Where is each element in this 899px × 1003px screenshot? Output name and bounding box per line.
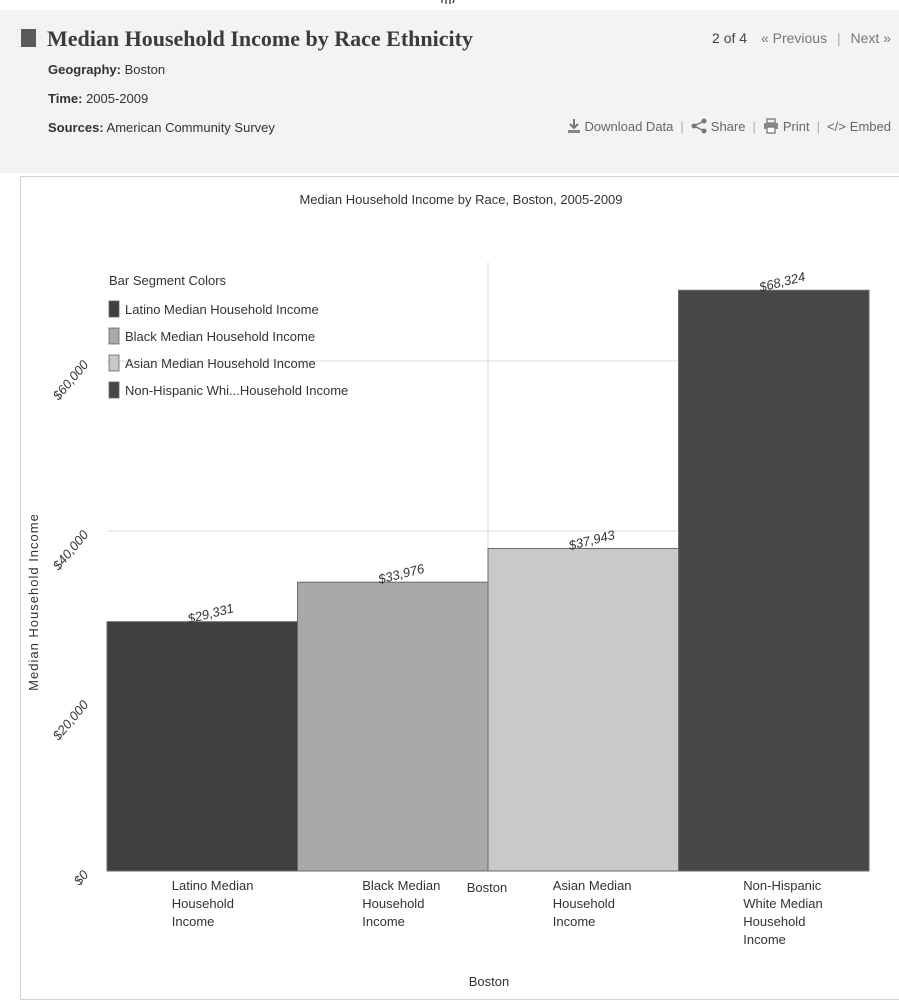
sources-label: Sources: (48, 120, 104, 135)
page-header: Median Household Income by Race Ethnicit… (0, 0, 899, 173)
x-tick-label: Household (362, 896, 424, 911)
action-divider: | (680, 118, 684, 134)
embed-button[interactable]: </> Embed (827, 119, 891, 134)
x-tick-label: Household (553, 896, 615, 911)
y-tick-label: $20,000 (49, 697, 92, 744)
legend-swatch (108, 381, 120, 399)
time-value: 2005-2009 (86, 91, 149, 106)
x-axis-title: Boston (469, 974, 509, 989)
x-tick-label: Non-Hispanic (743, 878, 822, 893)
bar[interactable] (678, 289, 870, 872)
bar[interactable] (297, 581, 489, 872)
pager-divider: | (837, 30, 841, 46)
page-title: Median Household Income by Race Ethnicit… (47, 26, 473, 51)
geography-line: Geography: Boston (48, 62, 165, 77)
print-button[interactable]: Print (763, 118, 810, 134)
legend-title: Bar Segment Colors (109, 273, 227, 288)
bar[interactable] (487, 547, 679, 872)
x-tick-label: Latino Median (172, 878, 254, 893)
legend: Bar Segment Colors Latino Median Househol… (108, 273, 348, 399)
x-tick-label: Asian Median (553, 878, 632, 893)
time-label: Time: (48, 91, 83, 106)
sources-line: Sources: American Community Survey (48, 120, 275, 135)
print-icon (763, 118, 778, 134)
group-label: Boston (467, 880, 507, 895)
bars-layer: $29,331$33,976$37,943$68,324 (106, 269, 870, 872)
time-line: Time: 2005-2009 (48, 91, 148, 106)
y-tick-label: $60,000 (49, 357, 92, 404)
embed-label: Embed (849, 118, 891, 134)
print-label: Print (782, 118, 810, 134)
geography-value: Boston (124, 62, 166, 77)
legend-entry: Non-Hispanic Whi...Household Income (125, 383, 348, 398)
y-tick-label: $40,000 (49, 527, 92, 574)
embed-icon: </> (827, 118, 846, 134)
legend-swatch (108, 300, 120, 318)
action-divider: | (752, 118, 756, 134)
download-icon (567, 119, 580, 133)
legend-entry: Asian Median Household Income (125, 356, 316, 371)
legend-swatch (108, 354, 120, 372)
x-tick-label: Income (553, 914, 596, 929)
share-button[interactable]: Share (691, 118, 746, 134)
chart-title: Median Household Income by Race, Boston,… (299, 192, 622, 207)
top-strip (0, 0, 899, 10)
x-tick-label: Black Median (362, 878, 440, 893)
download-data-label: Download Data (584, 118, 674, 134)
x-tick-label: Income (172, 914, 215, 929)
share-icon (691, 118, 707, 134)
chart-frame: Median Household Income by Race, Boston,… (20, 176, 899, 1000)
previous-link[interactable]: « Previous (760, 30, 828, 46)
y-axis-title: Median Household Income (26, 513, 41, 691)
action-divider: | (816, 118, 820, 134)
action-bar: Download Data | Share | Print | </> Embe… (567, 118, 891, 134)
download-data-button[interactable]: Download Data (567, 118, 674, 134)
next-link[interactable]: Next » (850, 30, 891, 46)
x-tick-label: Household (172, 896, 234, 911)
x-tick-label: Income (362, 914, 405, 929)
x-tick-label: Income (743, 932, 786, 947)
x-tick-label: Household (743, 914, 805, 929)
top-mark (441, 0, 455, 4)
sources-value: American Community Survey (106, 120, 275, 135)
x-tick-label: White Median (743, 896, 822, 911)
pager: 2 of 4 « Previous | Next » (712, 30, 891, 46)
legend-swatch (108, 327, 120, 345)
y-tick-label: $0 (70, 867, 92, 889)
bar[interactable] (106, 621, 298, 872)
geography-label: Geography: (48, 62, 121, 77)
title-color-square (21, 29, 36, 47)
share-label: Share (710, 118, 746, 134)
page-count: 2 of 4 (712, 30, 748, 46)
legend-entry: Black Median Household Income (125, 329, 315, 344)
legend-entry: Latino Median Household Income (125, 302, 319, 317)
chart-svg: Median Household Income by Race, Boston,… (26, 192, 870, 989)
